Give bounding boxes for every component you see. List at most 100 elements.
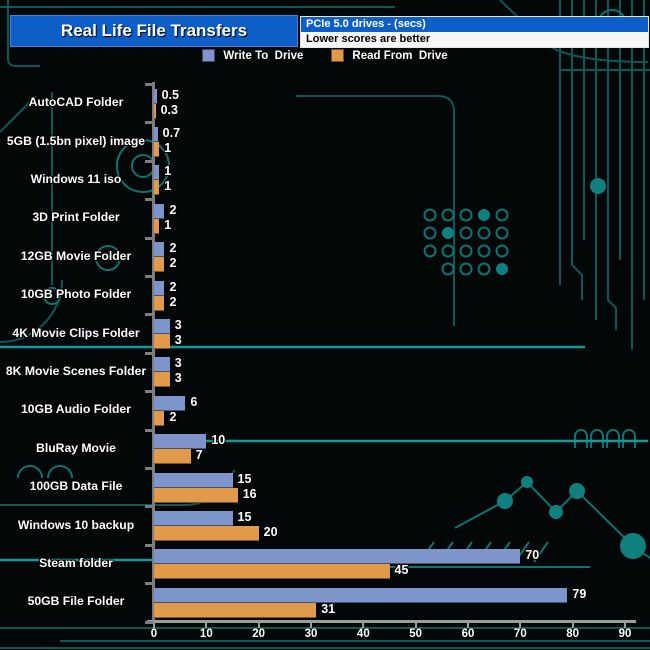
value-label: 45 — [394, 563, 409, 578]
value-label: 79 — [572, 586, 587, 601]
value-label: 6 — [190, 394, 198, 409]
x-axis-tick — [571, 623, 574, 628]
bar-write — [154, 242, 165, 258]
value-label: 2 — [169, 409, 177, 424]
value-label: 0.7 — [162, 125, 181, 140]
value-label: 0.3 — [160, 102, 178, 117]
bar-read — [154, 564, 390, 580]
y-axis-tick — [145, 159, 154, 163]
bar-write — [154, 357, 170, 373]
x-axis-tick-label: 90 — [618, 628, 632, 640]
value-label: 10 — [211, 433, 226, 448]
y-axis-tick — [145, 582, 154, 586]
bar-read — [154, 218, 160, 234]
y-axis-tick — [145, 351, 154, 355]
bar-read — [154, 180, 160, 196]
value-label: 15 — [237, 471, 252, 486]
bar-write — [154, 318, 170, 334]
x-axis-tick — [153, 623, 155, 628]
bar-write — [154, 203, 165, 219]
value-label: 2 — [169, 202, 177, 217]
y-axis-tick — [145, 313, 154, 317]
y-axis-tick — [145, 83, 154, 86]
legend: Write To Drive Read From Drive — [0, 49, 650, 62]
x-axis-tick — [519, 623, 522, 628]
chart-title: Real Life File Transfers — [10, 15, 298, 47]
value-label: 3 — [174, 317, 182, 332]
value-label: 20 — [263, 524, 278, 539]
x-axis-tick — [362, 623, 365, 628]
x-axis-tick-label: 60 — [461, 628, 475, 640]
category-label: BluRay Movie — [36, 440, 116, 455]
legend-item-write: Write To Drive — [202, 49, 303, 62]
bar-read — [154, 449, 191, 465]
x-axis-tick — [310, 623, 312, 628]
bar-write — [154, 165, 160, 181]
read-swatch-icon — [331, 49, 345, 62]
y-axis-tick — [145, 198, 154, 202]
subtitle-strip: PCIe 5.0 drives - (secs) — [301, 17, 648, 32]
value-label: 7 — [195, 448, 203, 463]
legend-label: Read From Drive — [352, 49, 448, 62]
legend-item-read: Read From Drive — [331, 49, 448, 62]
bar-read — [154, 525, 259, 541]
y-axis-tick — [145, 505, 154, 509]
value-label: 70 — [525, 548, 540, 563]
category-label: 5GB (1.5bn pixel) image — [6, 133, 146, 148]
write-swatch-icon — [202, 49, 216, 62]
bar-read — [154, 257, 165, 273]
value-label: 3 — [174, 332, 182, 347]
bar-write — [154, 510, 233, 526]
y-axis-tick — [145, 390, 154, 394]
y-axis-tick — [145, 543, 154, 547]
value-label: 2 — [169, 294, 177, 309]
y-axis-tick — [145, 275, 154, 278]
bar-read — [154, 372, 170, 388]
bar-write — [154, 126, 158, 142]
category-label: Windows 11 iso — [30, 172, 122, 186]
category-label: 12GB Movie Folder — [20, 248, 132, 263]
x-axis-tick — [257, 623, 260, 628]
y-axis-tick — [145, 428, 154, 432]
value-label: 1 — [164, 179, 172, 194]
bar-write — [154, 549, 521, 565]
bar-read — [154, 141, 160, 157]
bar-read — [154, 410, 165, 426]
subtitle-strips: PCIe 5.0 drives - (secs) Lower scores ar… — [300, 16, 649, 48]
value-label: 0.5 — [161, 87, 179, 102]
y-axis-tick — [145, 121, 154, 125]
category-label: 100GB Data File — [29, 479, 123, 494]
bar-read — [154, 295, 165, 311]
category-label: Windows 10 backup — [17, 517, 135, 532]
x-axis-tick-label: 40 — [356, 628, 370, 640]
x-axis-tick-label: 50 — [409, 628, 423, 640]
category-label: 50GB File Folder — [27, 594, 125, 609]
category-label: 4K Movie Clips Folder — [12, 325, 140, 340]
bar-read — [154, 103, 156, 119]
value-label: 2 — [169, 256, 177, 271]
category-label: 3D Print Folder — [32, 210, 120, 225]
bar-write — [154, 472, 233, 488]
y-axis-tick — [145, 236, 154, 240]
bar-write — [154, 587, 568, 603]
bar-write — [154, 280, 165, 296]
value-label: 2 — [169, 241, 177, 256]
category-label: Steam folder — [39, 556, 113, 570]
bar-read — [154, 333, 170, 349]
value-label: 16 — [242, 486, 257, 501]
bar-read — [154, 487, 238, 503]
x-axis-tick — [624, 623, 626, 628]
y-axis-tick — [145, 620, 154, 624]
value-label: 1 — [164, 140, 172, 155]
x-axis-line — [147, 620, 636, 623]
x-axis-tick-label: 10 — [199, 628, 213, 640]
x-axis-tick-label: 20 — [252, 628, 266, 640]
category-label: AutoCAD Folder — [28, 95, 124, 110]
x-axis-tick-label: 70 — [513, 628, 527, 640]
x-axis-tick-label: 30 — [304, 628, 318, 640]
bar-write — [154, 434, 207, 450]
x-axis-tick — [414, 623, 417, 628]
category-label: 10GB Audio Folder — [21, 402, 131, 417]
